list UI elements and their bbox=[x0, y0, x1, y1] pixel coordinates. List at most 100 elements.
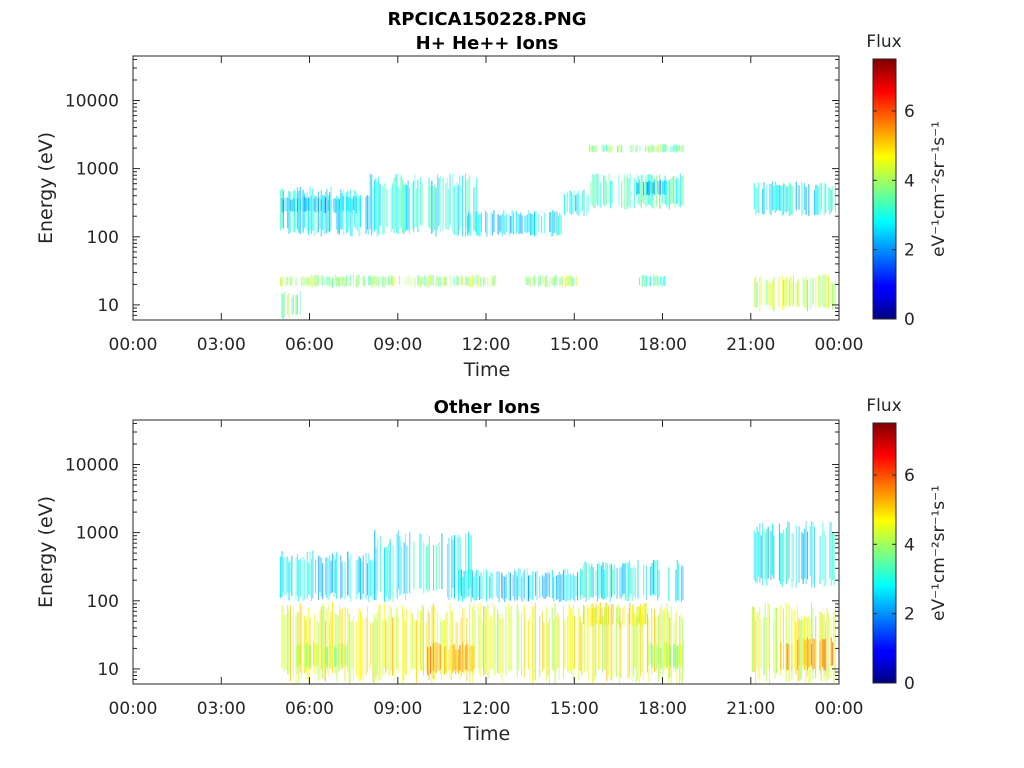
flux-streak bbox=[428, 642, 430, 671]
flux-streak bbox=[621, 181, 623, 209]
flux-streak bbox=[291, 555, 293, 596]
flux-streak bbox=[834, 183, 836, 213]
flux-streak bbox=[379, 536, 381, 592]
flux-streak bbox=[514, 569, 516, 602]
flux-streak bbox=[802, 638, 804, 666]
flux-streak bbox=[326, 189, 328, 234]
flux-streak bbox=[493, 210, 495, 232]
flux-streak bbox=[477, 274, 479, 288]
flux-streak bbox=[631, 144, 633, 153]
flux-streak bbox=[753, 607, 755, 673]
flux-streak bbox=[373, 180, 375, 232]
flux-streak bbox=[445, 645, 447, 674]
flux-streak bbox=[767, 603, 769, 670]
x-tick-label: 06:00 bbox=[285, 699, 334, 719]
flux-streak bbox=[827, 275, 829, 309]
flux-streak bbox=[666, 145, 668, 152]
flux-streak bbox=[427, 276, 429, 288]
flux-streak bbox=[790, 183, 792, 216]
flux-streak bbox=[649, 174, 651, 206]
flux-streak bbox=[594, 144, 596, 153]
flux-streak bbox=[400, 546, 402, 594]
flux-streak bbox=[424, 275, 426, 286]
flux-streak bbox=[625, 176, 627, 210]
flux-streak bbox=[500, 215, 502, 233]
flux-streak bbox=[303, 615, 305, 674]
flux-streak bbox=[398, 530, 400, 590]
flux-streak bbox=[512, 575, 514, 597]
flux-streak bbox=[445, 182, 447, 230]
flux-streak bbox=[658, 181, 660, 195]
flux-streak bbox=[756, 526, 758, 583]
flux-streak bbox=[429, 185, 431, 230]
flux-streak bbox=[568, 603, 570, 674]
flux-streak bbox=[329, 555, 331, 596]
flux-streak bbox=[499, 216, 501, 232]
flux-streak bbox=[327, 199, 329, 211]
flux-streak bbox=[590, 145, 592, 152]
flux-streak bbox=[788, 182, 790, 217]
flux-streak bbox=[525, 215, 527, 234]
flux-streak bbox=[582, 564, 584, 599]
flux-streak bbox=[832, 532, 834, 580]
flux-streak bbox=[682, 643, 684, 665]
flux-streak bbox=[497, 571, 499, 599]
flux-streak bbox=[566, 192, 568, 212]
flux-streak bbox=[830, 522, 832, 586]
flux-streak bbox=[833, 533, 835, 586]
x-tick-label: 21:00 bbox=[726, 699, 775, 719]
flux-streak bbox=[816, 184, 818, 216]
flux-streak bbox=[673, 145, 675, 152]
flux-streak bbox=[528, 575, 530, 601]
flux-streak bbox=[801, 181, 803, 216]
y-tick-label: 1000 bbox=[76, 524, 119, 544]
flux-streak bbox=[665, 180, 667, 195]
flux-streak bbox=[757, 612, 759, 681]
flux-streak bbox=[651, 607, 653, 674]
flux-streak bbox=[355, 560, 357, 599]
flux-streak bbox=[472, 570, 474, 598]
flux-streak bbox=[447, 544, 449, 597]
flux-streak bbox=[439, 176, 441, 232]
flux-streak bbox=[627, 562, 629, 601]
flux-streak bbox=[820, 183, 822, 210]
flux-streak bbox=[454, 535, 456, 599]
flux-streak bbox=[509, 606, 511, 672]
flux-streak bbox=[811, 276, 813, 309]
y-tick-label: 100 bbox=[87, 592, 119, 612]
flux-streak bbox=[785, 186, 787, 213]
flux-streak bbox=[599, 615, 601, 670]
flux-streak bbox=[565, 575, 567, 602]
flux-streak bbox=[520, 613, 522, 676]
y-axis-label: Energy (eV) bbox=[35, 496, 57, 608]
flux-streak bbox=[373, 613, 375, 684]
x-tick-label: 03:00 bbox=[197, 699, 246, 719]
y-tick-label: 10 bbox=[97, 296, 119, 316]
flux-streak bbox=[340, 609, 342, 670]
flux-streak bbox=[661, 179, 663, 204]
flux-streak bbox=[287, 555, 289, 593]
flux-streak bbox=[446, 178, 448, 230]
flux-streak bbox=[359, 558, 361, 600]
flux-streak bbox=[648, 180, 650, 196]
flux-streak bbox=[422, 606, 424, 676]
flux-streak bbox=[622, 608, 624, 625]
flux-streak bbox=[523, 569, 525, 599]
flux-streak bbox=[652, 644, 654, 668]
flux-streak bbox=[308, 644, 310, 668]
flux-streak bbox=[435, 642, 437, 674]
flux-streak bbox=[535, 211, 537, 237]
flux-streak bbox=[657, 648, 659, 665]
flux-streak bbox=[648, 277, 650, 287]
flux-streak bbox=[572, 572, 574, 600]
flux-streak bbox=[553, 619, 555, 671]
flux-streak bbox=[334, 646, 336, 668]
flux-streak bbox=[453, 644, 455, 671]
flux-streak bbox=[411, 182, 413, 230]
flux-streak bbox=[650, 566, 652, 596]
flux-streak bbox=[832, 186, 834, 211]
flux-streak bbox=[769, 183, 771, 214]
flux-streak bbox=[619, 567, 621, 599]
flux-streak bbox=[345, 196, 347, 214]
flux-streak bbox=[307, 641, 309, 667]
